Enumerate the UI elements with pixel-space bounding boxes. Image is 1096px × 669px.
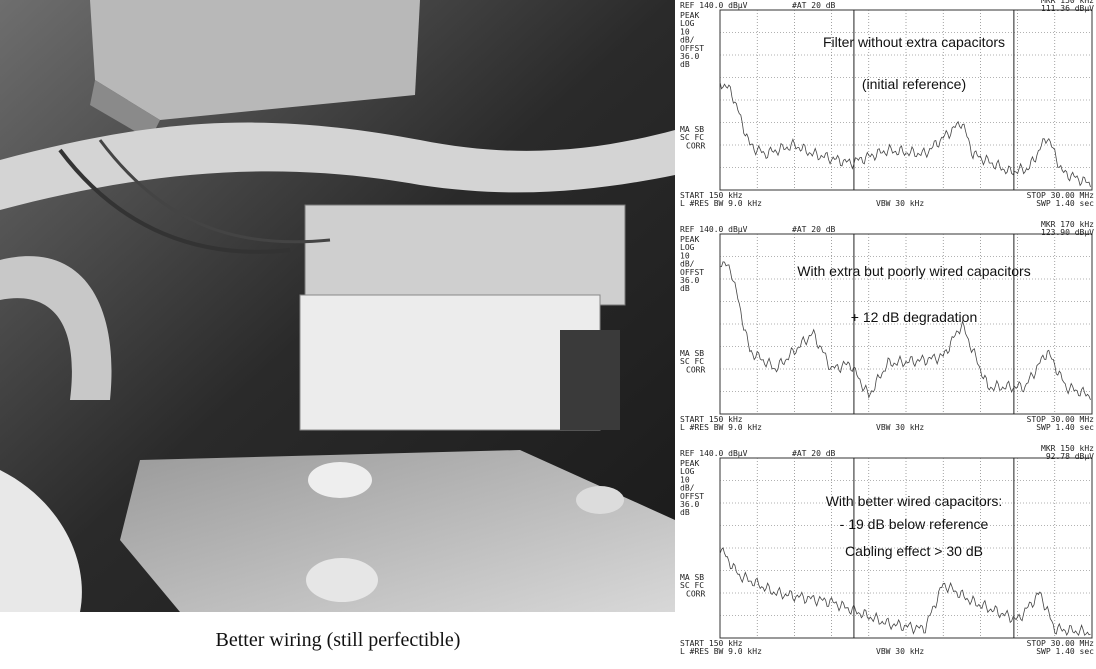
annotation: With better wired capacitors: (826, 493, 1003, 509)
side-label: 10 (680, 251, 690, 260)
side-label: CORR (686, 589, 705, 598)
sweep-time: SWP 1.40 sec (1036, 199, 1094, 208)
marker-level: 92.78 dBµV (1046, 452, 1094, 461)
stop-frequency: STOP 30.00 MHz (1027, 639, 1095, 648)
side-label: LOG (680, 243, 695, 252)
spectrum-panel: REF 140.0 dBµV #AT 20 dB MKR 150 kHz111.36… (680, 0, 1094, 208)
resolution-bandwidth: L #RES BW 9.0 kHz (680, 423, 762, 432)
side-label: OFFST (680, 492, 704, 501)
spectrum-panel: REF 140.0 dBµV #AT 20 dB MKR 170 kHz123.90… (680, 220, 1094, 432)
side-label: CORR (686, 365, 705, 374)
side-label: dB (680, 284, 690, 293)
side-label: dB/ (680, 484, 695, 493)
side-label: OFFST (680, 268, 704, 277)
marker-frequency: MKR 150 kHz (1041, 0, 1094, 5)
side-label: PEAK (680, 235, 699, 244)
annotation: + 12 dB degradation (851, 309, 978, 325)
side-label: SC FC (680, 357, 704, 366)
resolution-bandwidth: L #RES BW 9.0 kHz (680, 199, 762, 208)
side-label: 10 (680, 475, 690, 484)
caption: Better wiring (still perfectible) (216, 629, 461, 651)
spectrum-panel: REF 140.0 dBµV #AT 20 dB MKR 150 kHz92.78 … (680, 444, 1094, 656)
trace (719, 547, 1091, 637)
annotation: (initial reference) (862, 76, 966, 92)
start-frequency: START 150 kHz (680, 191, 743, 200)
trace (719, 261, 1091, 401)
ref-level: REF 140.0 dBµV (680, 449, 748, 458)
side-label: 36.0 (680, 52, 699, 61)
side-label: dB (680, 508, 690, 517)
sweep-time: SWP 1.40 sec (1036, 647, 1094, 656)
attenuation: #AT 20 dB (792, 1, 836, 10)
side-label: SC FC (680, 581, 704, 590)
side-label: 10 (680, 27, 690, 36)
side-label: LOG (680, 19, 695, 28)
side-label: OFFST (680, 44, 704, 53)
side-label: LOG (680, 467, 695, 476)
attenuation: #AT 20 dB (792, 225, 836, 234)
side-label: 36.0 (680, 500, 699, 509)
side-label: SC FC (680, 133, 704, 142)
marker-frequency: MKR 150 kHz (1041, 444, 1094, 453)
side-label: dB/ (680, 260, 695, 269)
stop-frequency: STOP 30.00 MHz (1027, 191, 1095, 200)
start-frequency: START 150 kHz (680, 415, 743, 424)
side-label: MA SB (680, 573, 704, 582)
side-label: PEAK (680, 459, 699, 468)
side-label: 36.0 (680, 276, 699, 285)
side-label: CORR (686, 141, 705, 150)
stop-frequency: STOP 30.00 MHz (1027, 415, 1095, 424)
annotation: With extra but poorly wired capacitors (797, 263, 1030, 279)
start-frequency: START 150 kHz (680, 639, 743, 648)
annotation: Filter without extra capacitors (823, 34, 1005, 50)
video-bandwidth: VBW 30 kHz (876, 423, 924, 432)
side-label: PEAK (680, 11, 699, 20)
annotation: - 19 dB below reference (840, 516, 989, 532)
ref-level: REF 140.0 dBµV (680, 1, 748, 10)
marker-level: 123.90 dBµV (1041, 228, 1094, 237)
ref-level: REF 140.0 dBµV (680, 225, 748, 234)
marker-frequency: MKR 170 kHz (1041, 220, 1094, 229)
side-label: MA SB (680, 125, 704, 134)
attenuation: #AT 20 dB (792, 449, 836, 458)
marker-level: 111.36 dBµV (1041, 4, 1094, 13)
trace (719, 81, 1091, 188)
photo (0, 0, 675, 612)
video-bandwidth: VBW 30 kHz (876, 199, 924, 208)
side-label: dB (680, 60, 690, 69)
side-label: MA SB (680, 349, 704, 358)
annotation: Cabling effect > 30 dB (845, 543, 983, 559)
resolution-bandwidth: L #RES BW 9.0 kHz (680, 647, 762, 656)
video-bandwidth: VBW 30 kHz (876, 647, 924, 656)
sweep-time: SWP 1.40 sec (1036, 423, 1094, 432)
side-label: dB/ (680, 36, 695, 45)
